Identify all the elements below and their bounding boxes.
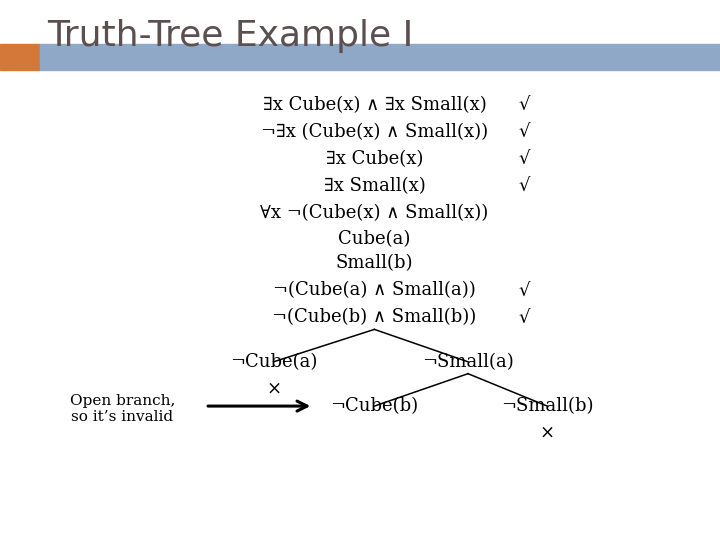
Text: ∀x ¬(Cube(x) ∧ Small(x)): ∀x ¬(Cube(x) ∧ Small(x)) — [260, 204, 489, 222]
Text: ∃x Cube(x): ∃x Cube(x) — [325, 150, 423, 168]
Text: ¬Small(b): ¬Small(b) — [501, 397, 593, 415]
Text: ∃x Small(x): ∃x Small(x) — [323, 177, 426, 195]
Text: ¬Cube(b): ¬Cube(b) — [330, 397, 418, 415]
Text: Open branch,
so it’s invalid: Open branch, so it’s invalid — [70, 394, 175, 424]
Text: Truth-Tree Example I: Truth-Tree Example I — [47, 19, 413, 53]
Text: √: √ — [518, 123, 530, 141]
Text: ¬Cube(a): ¬Cube(a) — [230, 353, 318, 371]
Text: Cube(a): Cube(a) — [338, 230, 410, 248]
Text: ×: × — [266, 380, 282, 398]
Text: √: √ — [518, 308, 530, 327]
Text: √: √ — [518, 177, 530, 195]
Text: ×: × — [539, 424, 555, 442]
Text: Small(b): Small(b) — [336, 254, 413, 273]
Text: √: √ — [518, 96, 530, 114]
Text: ∃x Cube(x) ∧ ∃x Small(x): ∃x Cube(x) ∧ ∃x Small(x) — [263, 96, 486, 114]
Text: √: √ — [518, 150, 530, 168]
Text: ¬(Cube(b) ∧ Small(b)): ¬(Cube(b) ∧ Small(b)) — [272, 308, 477, 327]
Bar — [40, 44, 720, 70]
Text: ¬(Cube(a) ∧ Small(a)): ¬(Cube(a) ∧ Small(a)) — [273, 281, 476, 300]
Bar — [0, 44, 40, 70]
Text: ¬Small(a): ¬Small(a) — [422, 353, 514, 371]
Text: √: √ — [518, 281, 530, 300]
Text: ¬∃x (Cube(x) ∧ Small(x)): ¬∃x (Cube(x) ∧ Small(x)) — [261, 123, 488, 141]
